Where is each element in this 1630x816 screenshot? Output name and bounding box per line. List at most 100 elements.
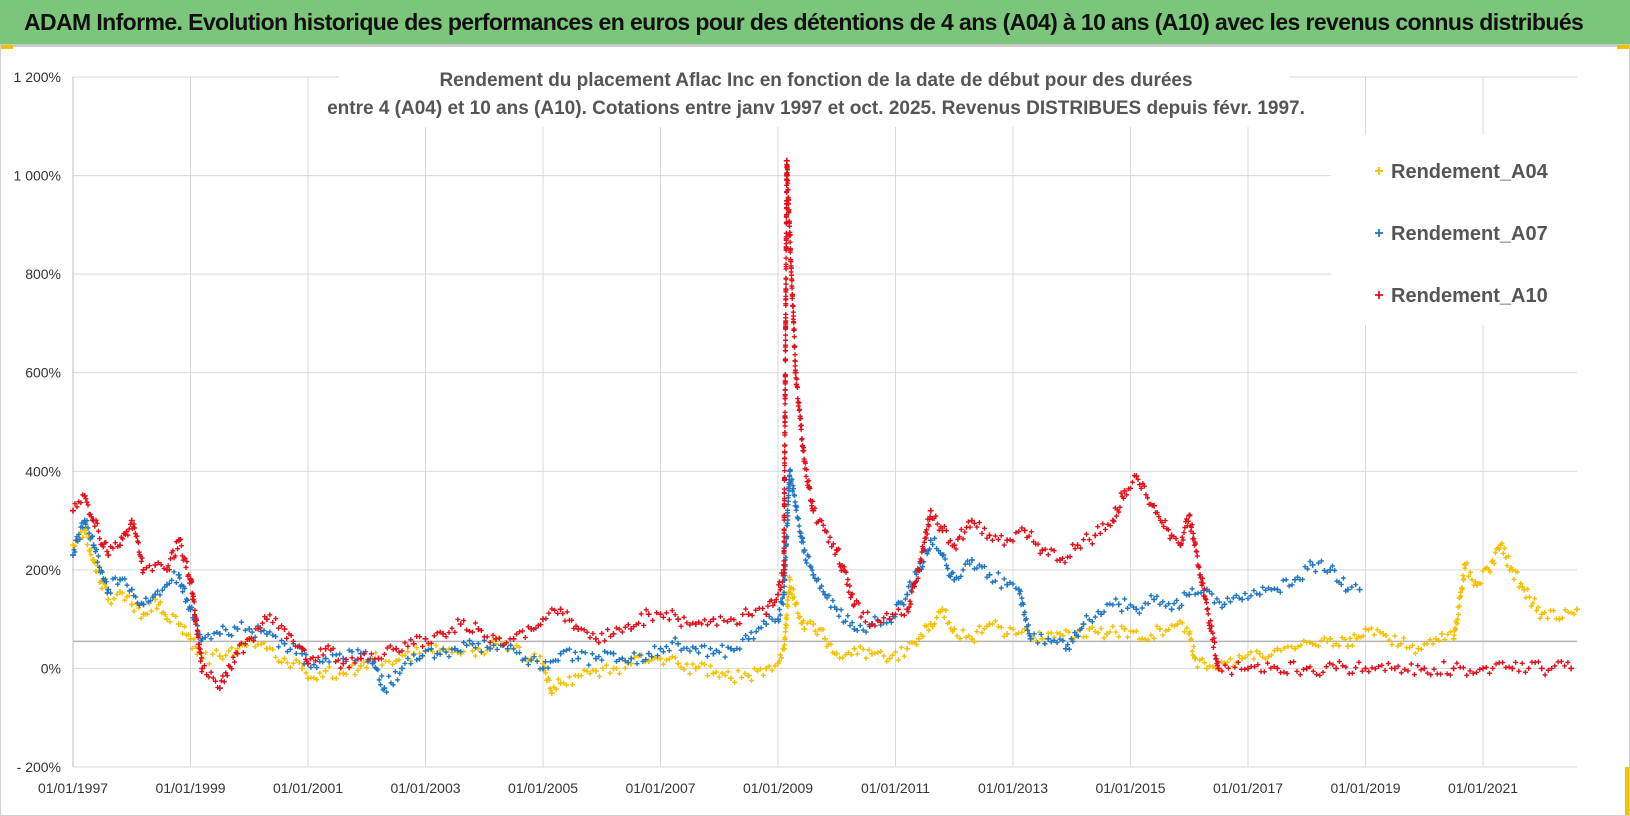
data-point (522, 655, 529, 662)
data-point (540, 665, 546, 672)
interpolated-point (672, 635, 678, 641)
data-point (1151, 502, 1157, 509)
interpolated-point (1060, 555, 1066, 561)
interpolated-point (569, 657, 575, 663)
interpolated-point (1157, 601, 1163, 607)
x-tick-label: 01/01/2013 (978, 780, 1048, 796)
interpolated-point (195, 634, 201, 640)
interpolated-point (326, 664, 332, 670)
interpolated-point (1506, 664, 1512, 670)
data-point (951, 626, 958, 632)
interpolated-point (989, 621, 995, 627)
interpolated-point (844, 581, 850, 587)
data-point (1397, 640, 1404, 647)
interpolated-point (377, 682, 383, 688)
interpolated-point (1128, 628, 1133, 634)
interpolated-point (596, 654, 602, 660)
interpolated-point (325, 643, 331, 649)
interpolated-point (417, 650, 423, 656)
series-layer (70, 157, 1580, 697)
interpolated-point (1305, 566, 1311, 572)
interpolated-point (826, 592, 832, 598)
interpolated-point (1174, 597, 1180, 603)
interpolated-point (1154, 510, 1160, 516)
interpolated-point (788, 259, 794, 265)
interpolated-point (1301, 638, 1307, 644)
interpolated-point (652, 643, 658, 649)
interpolated-point (1291, 659, 1297, 665)
interpolated-point (514, 631, 520, 637)
interpolated-point (717, 614, 723, 620)
data-point (1438, 630, 1445, 637)
interpolated-point (1248, 593, 1254, 599)
interpolated-point (1048, 639, 1054, 645)
interpolated-point (803, 557, 809, 563)
interpolated-point (314, 665, 320, 671)
interpolated-point (596, 673, 602, 679)
interpolated-point (780, 601, 786, 607)
interpolated-point (705, 622, 710, 628)
interpolated-point (1496, 546, 1502, 552)
interpolated-point (1048, 630, 1054, 636)
data-point (916, 635, 922, 642)
interpolated-point (579, 649, 585, 655)
data-point (199, 665, 206, 672)
interpolated-point (957, 534, 963, 540)
interpolated-point (189, 590, 195, 596)
interpolated-point (1490, 665, 1496, 671)
interpolated-point (958, 526, 964, 532)
interpolated-point (133, 594, 139, 600)
data-point (117, 542, 123, 549)
data-point (986, 532, 993, 539)
interpolated-point (525, 662, 531, 668)
x-tick-label: 01/01/1999 (155, 780, 225, 796)
interpolated-point (974, 524, 980, 530)
interpolated-point (1500, 660, 1506, 666)
interpolated-point (446, 630, 452, 636)
interpolated-point (308, 664, 314, 670)
data-point (1309, 640, 1316, 647)
data-point (281, 626, 288, 632)
interpolated-point (633, 622, 639, 628)
interpolated-point (80, 525, 86, 531)
interpolated-point (1464, 672, 1470, 678)
interpolated-point (210, 675, 216, 681)
interpolated-point (196, 642, 202, 648)
interpolated-point (789, 591, 795, 597)
interpolated-point (1441, 659, 1447, 665)
interpolated-point (947, 538, 953, 544)
data-point (504, 645, 511, 652)
interpolated-point (472, 653, 478, 659)
interpolated-point (517, 644, 522, 650)
interpolated-point (836, 546, 842, 552)
interpolated-point (132, 525, 138, 531)
interpolated-point (825, 539, 831, 545)
interpolated-point (1025, 622, 1031, 628)
interpolated-point (430, 649, 436, 655)
interpolated-point (1487, 670, 1493, 676)
interpolated-point (1503, 555, 1509, 561)
interpolated-point (781, 642, 787, 648)
interpolated-point (1372, 666, 1378, 672)
interpolated-point (789, 278, 795, 284)
interpolated-point (1113, 513, 1119, 519)
interpolated-point (1110, 624, 1116, 630)
interpolated-point (405, 643, 411, 649)
data-point (399, 665, 405, 672)
interpolated-point (428, 646, 434, 652)
interpolated-point (749, 678, 755, 684)
interpolated-point (434, 630, 440, 636)
interpolated-point (941, 614, 947, 620)
data-point (675, 640, 682, 647)
data-point (548, 690, 555, 697)
interpolated-point (261, 627, 267, 633)
data-point (610, 650, 617, 657)
interpolated-point (1411, 672, 1417, 678)
interpolated-point (464, 627, 470, 633)
interpolated-point (1265, 660, 1271, 666)
interpolated-point (1493, 661, 1499, 667)
interpolated-point (95, 528, 101, 534)
interpolated-point (783, 296, 789, 302)
interpolated-point (1210, 644, 1216, 650)
interpolated-point (893, 649, 898, 655)
